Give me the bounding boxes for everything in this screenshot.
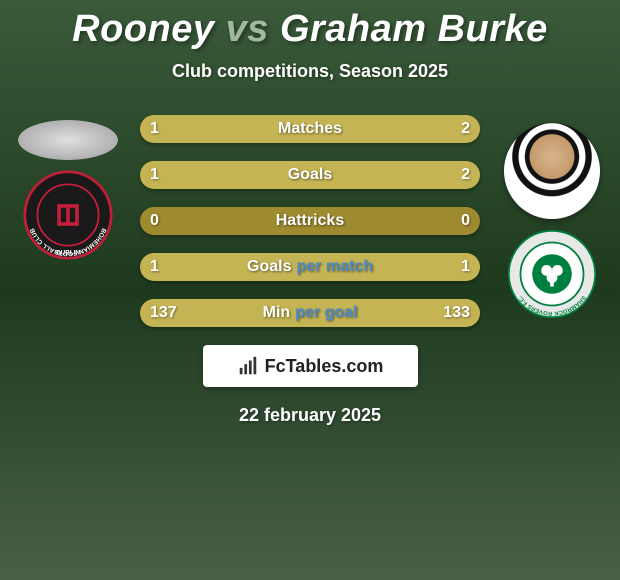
footer-date: 22 february 2025 [0,405,620,426]
stat-label-unit: per goal [295,304,357,322]
stat-label: Minper goal [140,299,480,327]
content-area: BOHEMIAN FOOTBALL CLUB DUBLIN SHAMROCK R… [0,115,620,426]
stat-label-text: Matches [278,120,342,138]
stat-row: 11Goalsper match [140,253,480,281]
stat-label: Matches [140,115,480,143]
left-column: BOHEMIAN FOOTBALL CLUB DUBLIN [8,115,128,260]
stat-row: 137133Minper goal [140,299,480,327]
stat-label: Goals per match [140,253,480,281]
stat-row: 00Hattricks [140,207,480,235]
stat-label-text: Goals [288,166,332,184]
stat-row: 12Goals [140,161,480,189]
comparison-title: Rooney vs Graham Burke [0,0,620,51]
stat-label-text: Min [263,304,291,322]
stat-label: Hattricks [140,207,480,235]
player1-name: Rooney [72,8,214,50]
stat-label-unit: per match [297,258,373,276]
stat-label: Goals [140,161,480,189]
svg-text:DUBLIN: DUBLIN [56,250,80,257]
stat-row: 12Matches [140,115,480,143]
vs-text: vs [226,8,269,50]
player1-image [18,120,118,160]
site-name: FcTables.com [265,356,384,377]
stat-label-text: Hattricks [276,212,344,230]
stats-bars: 12Matches12Goals00Hattricks11Goalsper ma… [140,115,480,327]
subtitle: Club competitions, Season 2025 [0,61,620,82]
stat-label-text: Goals [247,258,291,276]
player2-image [504,123,600,219]
right-column: SHAMROCK ROVERS F.C. [492,115,612,319]
club-badge-right: SHAMROCK ROVERS F.C. [507,229,597,319]
chart-icon [237,355,259,377]
site-badge[interactable]: FcTables.com [203,345,418,387]
player2-name: Graham Burke [280,8,548,50]
club-badge-left: BOHEMIAN FOOTBALL CLUB DUBLIN [23,170,113,260]
